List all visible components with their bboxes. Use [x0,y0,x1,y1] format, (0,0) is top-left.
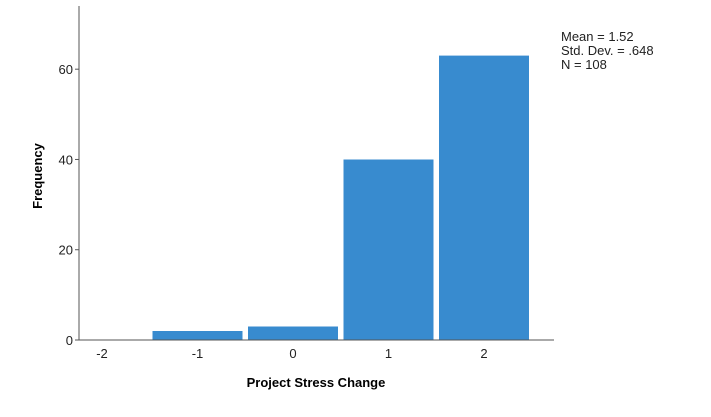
stats-mean: Mean = 1.52 [561,29,634,44]
x-axis-title: Project Stress Change [247,375,386,390]
bar-1 [343,159,434,340]
x-ticks-group: -2 -1 0 1 2 [96,346,487,361]
x-tick-label-0: 0 [289,346,296,361]
bars-group [152,55,529,340]
stats-std-dev: Std. Dev. = .648 [561,43,654,58]
y-tick-label-40: 40 [59,152,73,167]
stats-box: Mean = 1.52 Std. Dev. = .648 N = 108 [561,29,654,72]
y-tick-label-0: 0 [66,333,73,348]
bar-0 [248,326,338,340]
bar--1 [152,331,243,340]
x-tick-label--2: -2 [96,346,108,361]
y-tick-label-60: 60 [59,62,73,77]
bar-2 [439,55,529,340]
y-axis-title: Frequency [30,142,45,209]
x-tick-label-2: 2 [480,346,487,361]
stats-n: N = 108 [561,57,607,72]
y-ticks-group: 0 20 40 60 [59,62,79,348]
x-tick-label--1: -1 [192,346,204,361]
x-tick-label-1: 1 [385,346,392,361]
y-tick-label-20: 20 [59,243,73,258]
